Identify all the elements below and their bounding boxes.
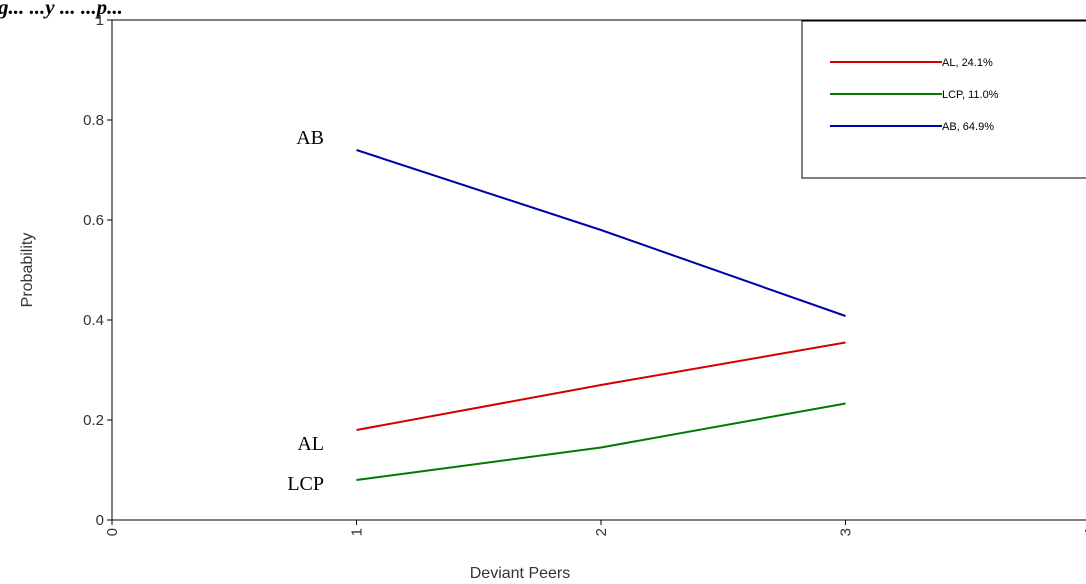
legend-items: AL, 24.1% LCP, 11.0% AB, 64.9% — [830, 57, 999, 133]
y-axis-title: Probability — [19, 233, 36, 308]
x-tick-label: 1 — [349, 528, 366, 536]
x-tick-label: 4 — [1082, 528, 1086, 536]
figure-caption: g... ...y ... ...p... — [0, 0, 123, 19]
x-tick-label: 2 — [593, 528, 610, 536]
y-tick-label: 0 — [96, 512, 104, 529]
y-tick-label: 1 — [96, 12, 104, 29]
series-annotations: AL LCP AB — [287, 127, 324, 495]
annotation-ab: AB — [296, 127, 324, 149]
legend-label-ab: AB, 64.9% — [942, 121, 994, 133]
series-line-lcp — [356, 402, 846, 481]
y-tick-label: 0.4 — [83, 312, 104, 329]
legend-box — [801, 20, 1086, 179]
legend-label-lcp: LCP, 11.0% — [942, 89, 999, 101]
annotation-al: AL — [297, 433, 324, 455]
annotation-lcp: LCP — [287, 473, 324, 495]
y-tick-label: 0.8 — [83, 112, 104, 129]
legend-label-al: AL, 24.1% — [942, 57, 993, 69]
y-tick-label: 0.2 — [83, 412, 104, 429]
x-ticks: 0 1 2 3 4 — [104, 520, 1086, 536]
legend: AL, 24.1% LCP, 11.0% AB, 64.9% — [801, 20, 1086, 179]
y-ticks: 0 0.2 0.4 0.6 0.8 1 — [83, 12, 112, 529]
y-tick-label: 0.6 — [83, 212, 104, 229]
series-lines — [356, 149, 846, 481]
x-axis-title: Deviant Peers — [470, 565, 571, 582]
series-line-ab — [356, 149, 846, 317]
x-tick-label: 3 — [838, 528, 855, 536]
x-tick-label: 0 — [104, 528, 121, 536]
